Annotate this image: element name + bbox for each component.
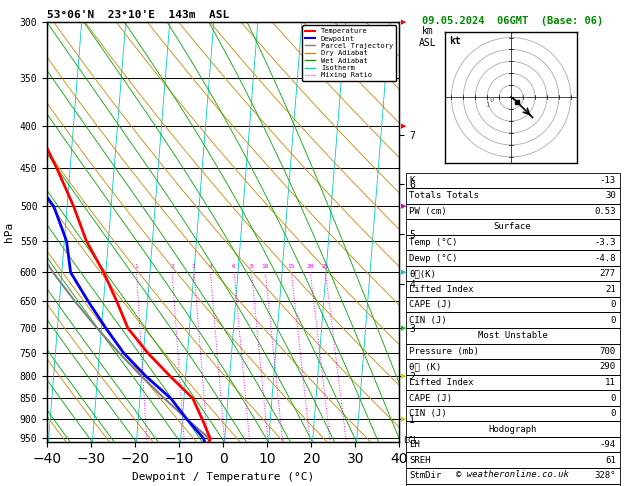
Text: ▶: ▶ [401, 325, 407, 331]
Text: StmDir: StmDir [409, 471, 442, 480]
Text: 09.05.2024  06GMT  (Base: 06): 09.05.2024 06GMT (Base: 06) [422, 16, 603, 26]
Text: 10: 10 [261, 264, 269, 269]
Text: K: K [409, 176, 415, 185]
Text: LCL: LCL [403, 436, 418, 445]
Y-axis label: km
ASL: km ASL [419, 26, 437, 48]
Text: 0: 0 [610, 394, 616, 402]
Text: θᴇ(K): θᴇ(K) [409, 269, 437, 278]
Text: -3.3: -3.3 [594, 238, 616, 247]
Text: ▶: ▶ [401, 416, 407, 422]
Text: SREH: SREH [409, 456, 431, 465]
Text: © weatheronline.co.uk: © weatheronline.co.uk [456, 470, 569, 479]
X-axis label: Dewpoint / Temperature (°C): Dewpoint / Temperature (°C) [132, 471, 314, 482]
Text: ▶: ▶ [401, 19, 407, 25]
Text: PW (cm): PW (cm) [409, 207, 447, 216]
Text: CAPE (J): CAPE (J) [409, 300, 452, 309]
Text: 290: 290 [599, 363, 616, 371]
Text: CIN (J): CIN (J) [409, 316, 447, 325]
Text: 53°06'N  23°10'E  143m  ASL: 53°06'N 23°10'E 143m ASL [47, 10, 230, 20]
Text: 0: 0 [610, 300, 616, 309]
Text: Hodograph: Hodograph [489, 425, 537, 434]
Text: 61: 61 [605, 456, 616, 465]
Text: kt: kt [449, 35, 461, 46]
Text: 21: 21 [605, 285, 616, 294]
Text: 328°: 328° [594, 471, 616, 480]
Text: 0: 0 [610, 409, 616, 418]
Text: ▶: ▶ [401, 204, 407, 209]
Text: 2: 2 [170, 264, 174, 269]
Text: 15: 15 [287, 264, 295, 269]
Text: Lifted Index: Lifted Index [409, 285, 474, 294]
Text: ▶: ▶ [401, 373, 407, 380]
Text: Surface: Surface [494, 223, 532, 231]
Legend: Temperature, Dewpoint, Parcel Trajectory, Dry Adiabat, Wet Adiabat, Isotherm, Mi: Temperature, Dewpoint, Parcel Trajectory… [302, 25, 396, 81]
Text: Pressure (mb): Pressure (mb) [409, 347, 479, 356]
Text: -13: -13 [599, 176, 616, 185]
Text: 8: 8 [249, 264, 253, 269]
Text: 1: 1 [135, 264, 138, 269]
Text: 0.53: 0.53 [594, 207, 616, 216]
Text: CIN (J): CIN (J) [409, 409, 447, 418]
Text: 700: 700 [599, 347, 616, 356]
Text: 0: 0 [489, 97, 494, 103]
Text: 30: 30 [605, 191, 616, 200]
Text: 11: 11 [605, 378, 616, 387]
Text: EH: EH [409, 440, 420, 449]
Text: 6: 6 [232, 264, 236, 269]
Text: Dewp (°C): Dewp (°C) [409, 254, 458, 262]
Text: 1: 1 [485, 102, 489, 108]
Text: ▶: ▶ [401, 123, 407, 129]
Text: θᴇ (K): θᴇ (K) [409, 363, 442, 371]
Text: 277: 277 [599, 269, 616, 278]
Text: -4.8: -4.8 [594, 254, 616, 262]
Text: Temp (°C): Temp (°C) [409, 238, 458, 247]
Text: ▶: ▶ [401, 269, 407, 276]
Text: 20: 20 [306, 264, 314, 269]
Text: Most Unstable: Most Unstable [477, 331, 548, 340]
Text: 25: 25 [321, 264, 329, 269]
Y-axis label: hPa: hPa [4, 222, 14, 242]
Text: Totals Totals: Totals Totals [409, 191, 479, 200]
Text: 4: 4 [208, 264, 212, 269]
Text: Lifted Index: Lifted Index [409, 378, 474, 387]
Text: 3: 3 [192, 264, 196, 269]
Text: 0: 0 [610, 316, 616, 325]
Text: -94: -94 [599, 440, 616, 449]
Text: CAPE (J): CAPE (J) [409, 394, 452, 402]
